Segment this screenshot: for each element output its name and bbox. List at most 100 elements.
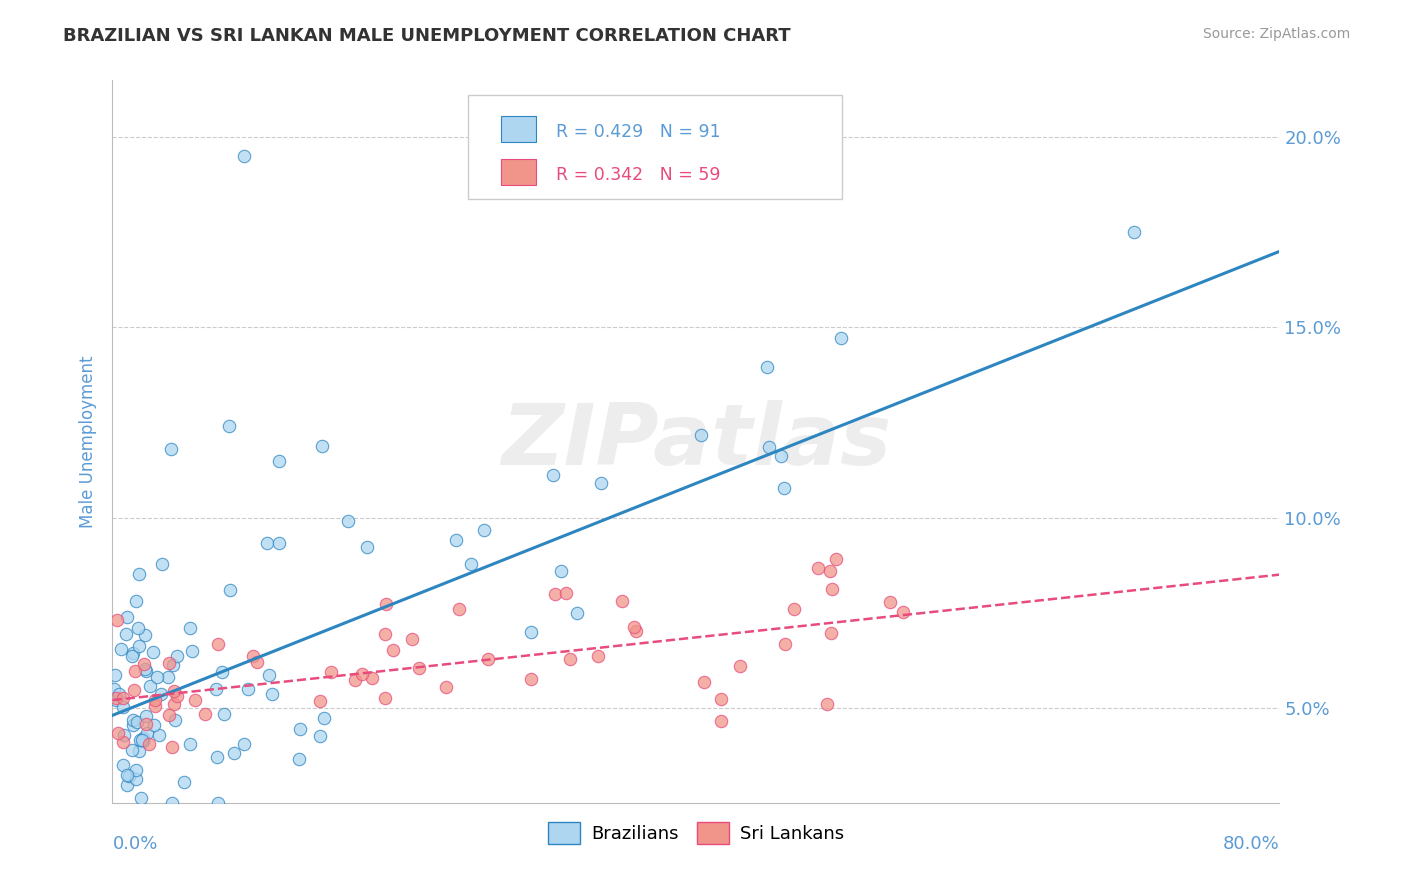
Point bbox=[758, 441, 780, 455]
Point bbox=[142, 717, 165, 731]
Point bbox=[157, 656, 180, 670]
Point bbox=[166, 649, 188, 664]
Point bbox=[824, 551, 846, 566]
Point bbox=[343, 673, 366, 687]
Point bbox=[891, 605, 914, 619]
Point bbox=[447, 602, 470, 616]
Text: Source: ZipAtlas.com: Source: ZipAtlas.com bbox=[1202, 27, 1350, 41]
FancyBboxPatch shape bbox=[501, 116, 536, 142]
Point bbox=[314, 711, 336, 725]
Point bbox=[163, 683, 186, 698]
Point bbox=[122, 682, 145, 697]
Point bbox=[588, 649, 610, 664]
Point bbox=[360, 671, 382, 685]
Point bbox=[624, 624, 647, 638]
Point bbox=[145, 671, 167, 685]
Point bbox=[163, 697, 186, 711]
Point bbox=[103, 681, 125, 696]
Point bbox=[128, 744, 150, 758]
Point bbox=[309, 694, 332, 708]
Point bbox=[105, 613, 128, 627]
Point bbox=[623, 620, 645, 634]
Point bbox=[124, 664, 146, 678]
Point bbox=[194, 707, 217, 722]
Point bbox=[690, 428, 713, 442]
Point bbox=[401, 632, 423, 647]
Point bbox=[117, 778, 139, 792]
Point bbox=[121, 713, 143, 727]
Point bbox=[806, 560, 828, 574]
Point bbox=[477, 652, 499, 666]
Point bbox=[290, 723, 312, 737]
Point bbox=[381, 643, 404, 657]
Point bbox=[179, 737, 201, 751]
Point bbox=[550, 564, 572, 578]
Point bbox=[134, 657, 156, 671]
Point bbox=[558, 651, 581, 665]
Point bbox=[879, 595, 901, 609]
Point bbox=[337, 514, 360, 528]
Point bbox=[132, 733, 155, 747]
Point bbox=[232, 737, 254, 751]
Point bbox=[131, 733, 153, 747]
Point bbox=[773, 637, 796, 651]
Point bbox=[434, 680, 457, 694]
Point bbox=[138, 679, 160, 693]
Text: 80.0%: 80.0% bbox=[1223, 835, 1279, 854]
Point bbox=[356, 540, 378, 554]
Point bbox=[772, 482, 794, 496]
Point bbox=[118, 769, 141, 783]
Point bbox=[134, 663, 156, 677]
Point bbox=[138, 737, 160, 751]
Point bbox=[134, 627, 156, 641]
Y-axis label: Male Unemployment: Male Unemployment bbox=[79, 355, 97, 528]
FancyBboxPatch shape bbox=[501, 159, 536, 185]
Point bbox=[157, 708, 180, 723]
Text: ZIPatlas: ZIPatlas bbox=[501, 400, 891, 483]
Point bbox=[693, 675, 716, 690]
Point bbox=[135, 664, 157, 678]
Point bbox=[728, 658, 751, 673]
Point bbox=[567, 607, 589, 621]
Point bbox=[232, 149, 254, 163]
Point bbox=[218, 419, 240, 434]
Point bbox=[129, 790, 152, 805]
Point bbox=[710, 714, 733, 729]
Point bbox=[117, 768, 139, 782]
Point bbox=[125, 772, 148, 786]
Point bbox=[115, 610, 138, 624]
Point bbox=[408, 661, 430, 675]
Point bbox=[541, 468, 564, 483]
Point bbox=[121, 718, 143, 732]
Point bbox=[818, 564, 841, 578]
Point bbox=[111, 691, 134, 706]
Point bbox=[212, 707, 235, 722]
Point bbox=[288, 752, 311, 766]
Point bbox=[125, 763, 148, 777]
Point bbox=[267, 536, 290, 550]
Point bbox=[107, 726, 129, 740]
Text: BRAZILIAN VS SRI LANKAN MALE UNEMPLOYMENT CORRELATION CHART: BRAZILIAN VS SRI LANKAN MALE UNEMPLOYMEN… bbox=[63, 27, 792, 45]
Point bbox=[165, 714, 187, 728]
Point bbox=[107, 687, 129, 701]
Point bbox=[104, 693, 127, 707]
Point bbox=[127, 621, 149, 635]
Point bbox=[783, 601, 806, 615]
Point bbox=[1122, 226, 1144, 240]
Point bbox=[162, 658, 184, 673]
Point bbox=[166, 689, 188, 703]
Point bbox=[157, 670, 180, 684]
Point bbox=[122, 646, 145, 660]
Point bbox=[830, 330, 852, 344]
Point bbox=[160, 442, 183, 457]
Point bbox=[105, 690, 128, 705]
Point bbox=[129, 732, 152, 747]
Point bbox=[135, 716, 157, 731]
Point bbox=[121, 743, 143, 757]
Point bbox=[375, 597, 398, 611]
Point bbox=[820, 626, 842, 640]
Point bbox=[128, 566, 150, 581]
Point bbox=[218, 582, 240, 597]
Point bbox=[207, 750, 229, 764]
Point bbox=[543, 587, 565, 601]
